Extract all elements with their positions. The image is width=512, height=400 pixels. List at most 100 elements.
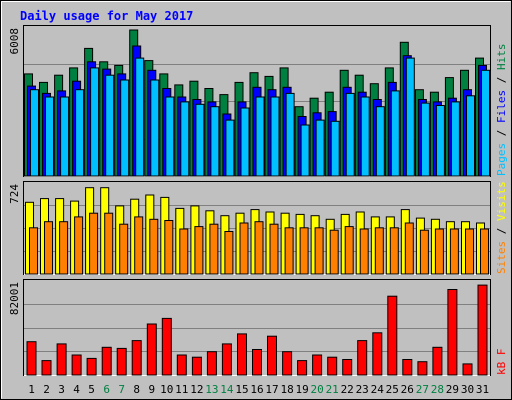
day-label: 25 xyxy=(386,383,399,396)
bar-kb-f xyxy=(417,361,428,376)
legend-entry: / xyxy=(495,70,508,90)
bar-pages xyxy=(360,96,370,177)
bar-kb-f xyxy=(191,356,202,376)
day-label: 21 xyxy=(326,383,339,396)
bar-pages xyxy=(30,89,39,177)
y-max-label: 6008 xyxy=(8,28,21,55)
bar-pages xyxy=(90,67,100,177)
bar-sites xyxy=(149,218,159,275)
day-label: 20 xyxy=(310,383,323,396)
day-label: 4 xyxy=(73,383,80,396)
bar-kb-f xyxy=(387,295,398,376)
bar-pages xyxy=(135,57,145,177)
bar-sites xyxy=(209,223,219,275)
day-label: 18 xyxy=(280,383,293,396)
bar-kb-f xyxy=(252,349,262,376)
legend-entry: kB F xyxy=(495,349,508,376)
bar-sites xyxy=(59,221,69,275)
bar-sites xyxy=(449,228,459,275)
bar-kb-f xyxy=(176,354,187,376)
bar-pages xyxy=(375,106,385,177)
bar-sites xyxy=(134,216,144,275)
bar-sites xyxy=(389,227,399,275)
bar-kb-f xyxy=(357,340,368,376)
day-label: 15 xyxy=(235,383,248,396)
legend-entry: / xyxy=(495,221,508,241)
bar-kb-f xyxy=(282,351,293,376)
day-label: 10 xyxy=(160,383,173,396)
bar-kb-f xyxy=(26,341,37,376)
bar-pages xyxy=(420,102,430,177)
bar-pages xyxy=(405,57,415,177)
bar-pages xyxy=(270,96,280,177)
day-label: 5 xyxy=(88,383,95,396)
bar-kb-f xyxy=(432,346,443,376)
day-label: 7 xyxy=(118,383,125,396)
bar-pages xyxy=(481,69,490,177)
day-label: 13 xyxy=(205,383,218,396)
bar-pages xyxy=(105,74,115,177)
day-label: 1 xyxy=(28,383,35,396)
day-label: 8 xyxy=(133,383,140,396)
bar-sites xyxy=(254,221,264,275)
y-max-label: 82001 xyxy=(8,282,21,315)
bar-kb-f xyxy=(71,354,82,376)
bar-pages xyxy=(210,106,220,177)
day-label: 19 xyxy=(295,383,308,396)
bar-sites xyxy=(284,227,294,275)
bar-sites xyxy=(374,227,384,275)
bar-kb-f xyxy=(101,346,112,376)
bar-pages xyxy=(435,105,445,177)
day-label: 3 xyxy=(58,383,65,396)
bar-sites xyxy=(44,221,53,275)
bar-kb-f xyxy=(146,323,157,376)
bar-kb-f xyxy=(477,284,488,376)
bar-kb-f xyxy=(161,317,172,376)
bar-kb-f xyxy=(462,363,473,376)
bar-sites xyxy=(329,229,339,275)
bar-pages xyxy=(390,90,400,177)
bar-pages xyxy=(165,96,175,177)
bar-sites xyxy=(314,227,324,275)
bar-pages xyxy=(255,96,265,177)
bar-sites xyxy=(104,212,114,275)
bar-sites xyxy=(224,231,234,275)
bar-kb-f xyxy=(372,332,383,376)
bar-kb-f xyxy=(86,357,97,376)
bar-sites xyxy=(269,223,279,275)
day-label: 27 xyxy=(416,383,429,396)
bar-sites xyxy=(119,223,129,275)
bar-pages xyxy=(450,101,460,177)
day-label: 14 xyxy=(220,383,234,396)
bar-pages xyxy=(240,107,250,177)
bar-kb-f xyxy=(267,335,277,376)
bar-sites xyxy=(404,222,414,275)
bar-sites xyxy=(359,228,369,275)
bar-pages xyxy=(150,79,160,177)
legend-entry: Hits xyxy=(495,44,508,71)
bar-kb-f xyxy=(312,354,323,376)
legend-entry: Files xyxy=(495,90,508,123)
bar-sites xyxy=(29,227,38,275)
bar-pages xyxy=(45,96,54,177)
bar-pages xyxy=(300,124,310,177)
bar-kb-f xyxy=(237,333,247,376)
bar-sites xyxy=(434,228,444,275)
bar-sites xyxy=(74,216,84,275)
bar-kb-f xyxy=(342,359,353,376)
bar-sites xyxy=(419,229,429,275)
legend-entry: Pages xyxy=(495,143,508,176)
day-label: 22 xyxy=(341,383,354,396)
bar-pages xyxy=(60,96,70,177)
day-label: 29 xyxy=(446,383,459,396)
bar-pages xyxy=(120,79,130,177)
bar-kb-f xyxy=(206,351,217,376)
bar-kb-f xyxy=(221,343,232,376)
legend-text: Sites / Visits xyxy=(495,181,508,274)
bar-kb-f xyxy=(447,289,458,376)
bar-kb-f xyxy=(56,343,67,376)
bar-pages xyxy=(75,89,85,177)
legend-entry: / xyxy=(495,123,508,143)
legend-entry: Visits xyxy=(495,181,508,221)
